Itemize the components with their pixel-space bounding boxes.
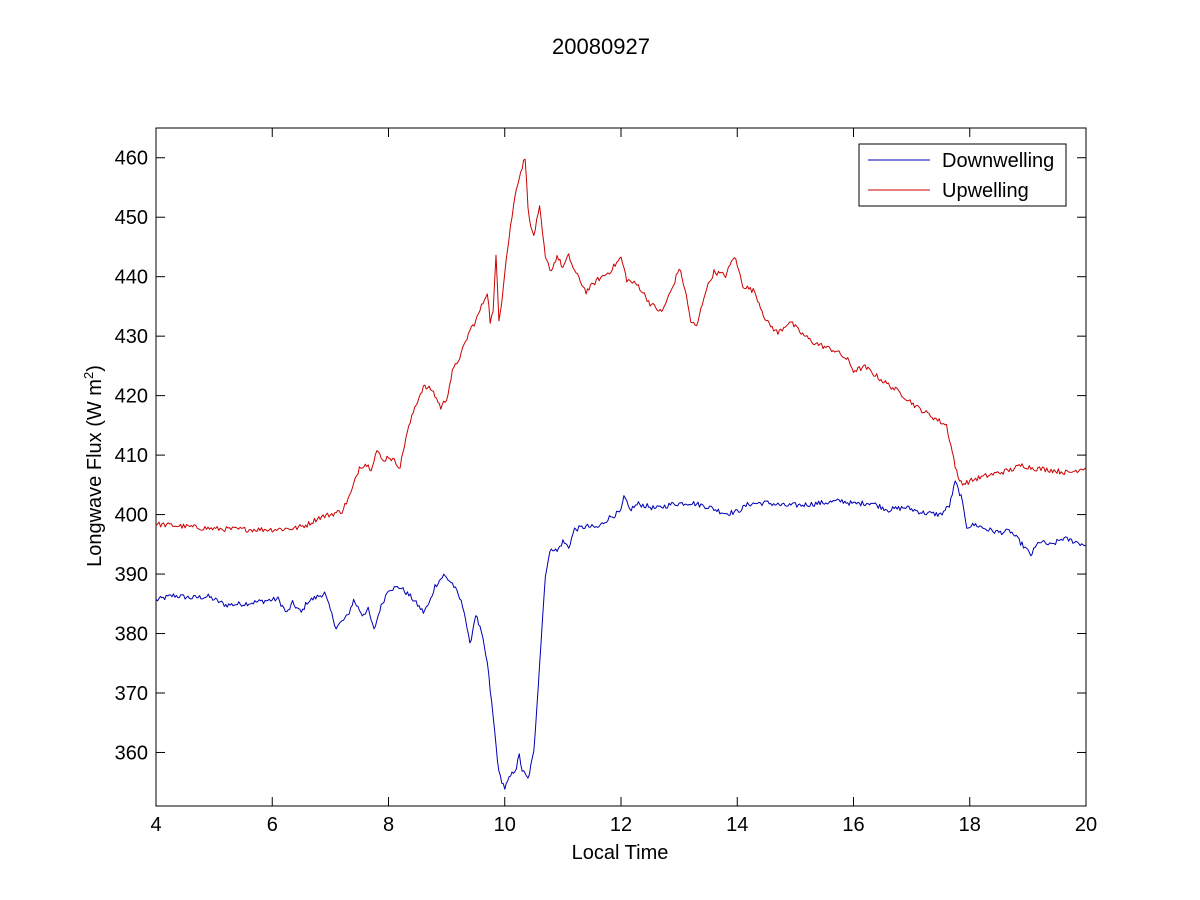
y-axis-label-superscript: 2	[81, 372, 96, 379]
y-axis: 360 370 380 390 400 410 420 430 440 450 460	[115, 148, 1086, 764]
y-tick-label: 410	[115, 445, 148, 467]
legend-box	[858, 143, 1067, 207]
x-tick-label: 18	[959, 814, 981, 836]
x-tick-label: 16	[842, 814, 864, 836]
series-lines	[155, 158, 1087, 790]
y-axis-label-text: Longwave Flux (W m	[84, 379, 106, 567]
x-tick-label: 10	[494, 814, 516, 836]
x-tick-label: 14	[726, 814, 748, 836]
y-axis-label: Longwave Flux (W m2)	[81, 365, 106, 567]
x-tick-label: 4	[150, 814, 161, 836]
y-tick-label: 390	[115, 564, 148, 586]
plot-area	[155, 127, 1087, 807]
y-tick-label: 450	[115, 207, 148, 229]
legend-label-downwelling: Downwelling	[942, 150, 1054, 172]
y-tick-label: 370	[115, 683, 148, 705]
x-tick-label: 20	[1075, 814, 1097, 836]
y-tick-label: 440	[115, 267, 148, 289]
series-line-downwelling	[155, 480, 1087, 790]
x-axis: 4 6 8 10 12 14 16 18 20	[150, 128, 1097, 836]
y-axis-label-suffix: )	[84, 365, 106, 372]
y-tick-label: 460	[115, 148, 148, 170]
x-tick-label: 12	[610, 814, 632, 836]
chart-title: 20080927	[552, 34, 650, 59]
y-tick-label: 380	[115, 624, 148, 646]
y-tick-label: 400	[115, 505, 148, 527]
x-axis-label: Local Time	[572, 842, 669, 864]
y-tick-label: 420	[115, 386, 148, 408]
y-tick-label: 430	[115, 326, 148, 348]
x-tick-label: 8	[383, 814, 394, 836]
y-tick-label: 360	[115, 742, 148, 764]
legend: Downwelling Upwelling	[858, 143, 1067, 207]
legend-label-upwelling: Upwelling	[942, 180, 1029, 202]
x-tick-label: 6	[267, 814, 278, 836]
series-line-upwelling	[155, 158, 1087, 533]
